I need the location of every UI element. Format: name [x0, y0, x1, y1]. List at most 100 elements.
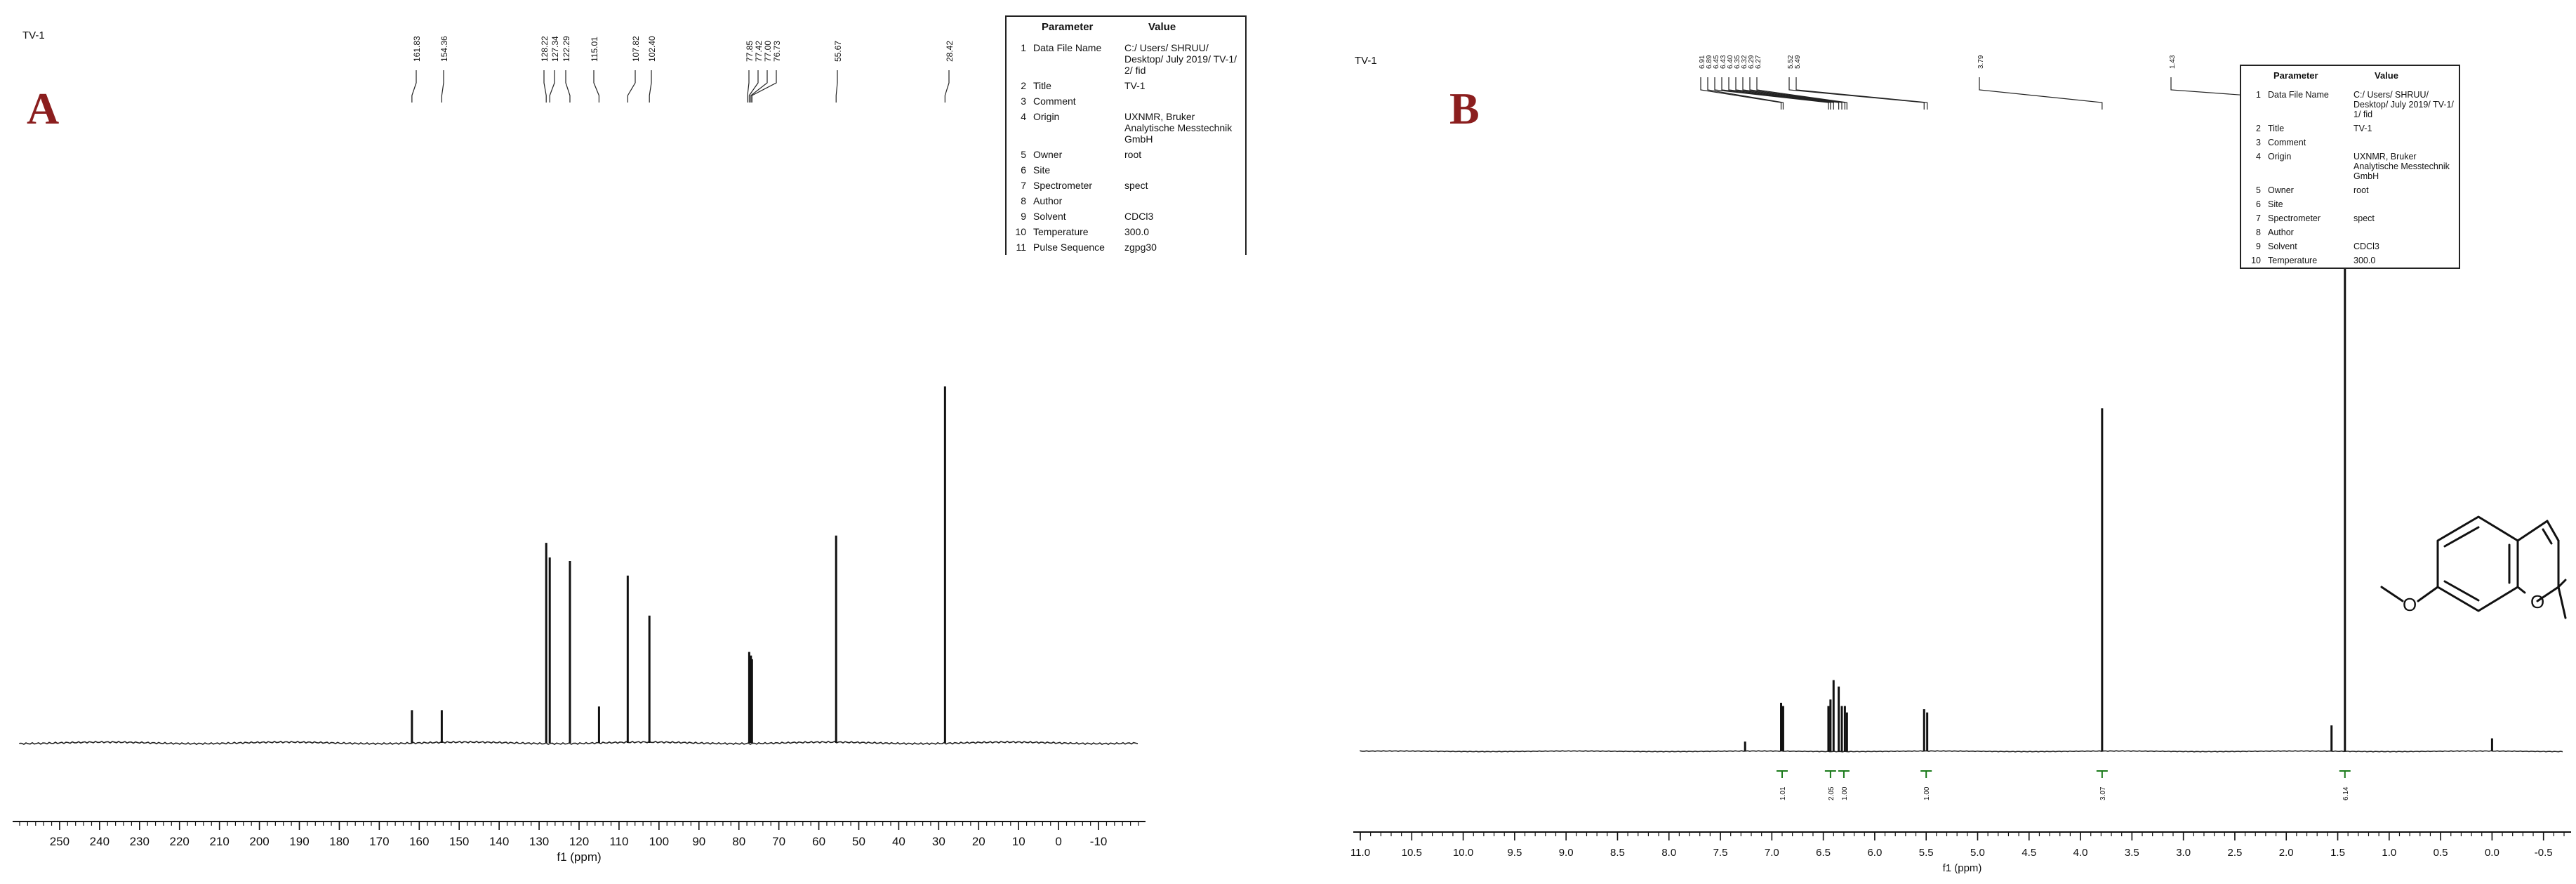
param-value: root [2353, 185, 2369, 195]
peak-label-leader [1788, 77, 1925, 110]
x-axis-tick-label: 3.0 [2176, 847, 2191, 859]
integral-value-label: 6.14 [2342, 786, 2350, 800]
spectrum-baseline [1360, 750, 2563, 753]
value-header: Value [2375, 70, 2398, 81]
peak-label-leader [747, 70, 750, 103]
param-value [2349, 136, 2459, 150]
x-axis-tick-label: 0.0 [2485, 847, 2499, 859]
peak-shift-label: 154.36 [439, 36, 449, 62]
param-number: 7 [1021, 180, 1026, 191]
param-name: Solvent [1033, 211, 1066, 222]
peak-shift-label: 6.43 [1720, 55, 1727, 69]
param-row: 6 Site [1007, 162, 1245, 178]
alkene-double-bond [2542, 528, 2553, 545]
pyran-bond [2536, 586, 2560, 602]
x-axis-tick-label: 0 [1055, 835, 1061, 848]
peak-shift-label: 107.82 [631, 36, 641, 62]
integral-value-label: 2.05 [1828, 786, 1835, 800]
peak-shift-label: 55.67 [833, 41, 843, 62]
param-row: 6 Site [2241, 197, 2459, 211]
value-header: Value [1148, 21, 1176, 33]
param-number: 9 [2256, 242, 2261, 251]
peak-label-leader [1700, 77, 1782, 110]
molecule-structure-drawing: O O [2380, 515, 2567, 619]
param-row: 7 Spectrometer spect [1007, 178, 1245, 193]
pyran-bond [2516, 586, 2526, 594]
panel-a-c13-spectrum: 250 240 230 220 210 200 190 180 170 160 150 140 130 1… [13, 15, 1247, 864]
param-header: Parameter [1042, 21, 1094, 33]
x-axis-tick-label: 30 [932, 835, 945, 848]
x-axis-tick-label: 7.0 [1765, 847, 1779, 859]
sample-label: TV-1 [22, 29, 45, 41]
param-name: Temperature [2268, 256, 2318, 265]
methyl-bond [2557, 586, 2567, 619]
param-value: C:/ Users/ SHRUU/ Desktop/ July 2019/ TV… [1124, 42, 1237, 76]
param-number: 3 [2256, 138, 2261, 147]
x-axis-tick-label: 210 [209, 835, 229, 848]
x-axis-tick-label: 11.0 [1350, 847, 1370, 859]
x-axis-tick-label: -0.5 [2535, 847, 2553, 859]
peak-label-leader [944, 70, 950, 103]
peak-shift-label: 77.85 [745, 41, 755, 62]
x-axis-tick-label: 60 [812, 835, 825, 848]
x-axis-tick-label: 160 [409, 835, 429, 848]
param-row: 2 Title TV-1 [2241, 121, 2459, 136]
param-number: 5 [1021, 149, 1026, 160]
x-axis-tick-label: 6.5 [1816, 847, 1831, 859]
peak-label-leader [441, 70, 444, 103]
x-axis-tick-label: 6.0 [1867, 847, 1882, 859]
param-number: 3 [1021, 95, 1026, 107]
peak-label-leader [750, 70, 768, 103]
peak-label-leader [627, 70, 636, 103]
peak-label-leader [1714, 77, 1829, 110]
param-value: C:/ Users/ SHRUU/ Desktop/ July 2019/ TV… [2353, 90, 2454, 119]
peak-shift-label: 6.29 [1748, 55, 1755, 69]
param-value: CDCl3 [1124, 211, 1154, 222]
x-axis-tick-label: 1.0 [2382, 847, 2396, 859]
aromatic-double-bond [2443, 580, 2480, 602]
param-name: Owner [1033, 149, 1063, 160]
x-axis-tick-label: 180 [329, 835, 349, 848]
ring-oxygen-atom: O [2530, 591, 2544, 612]
param-row: 10 Temperature 300.0 [2241, 253, 2459, 268]
param-value: CDCl3 [2353, 242, 2379, 251]
param-row: 5 Owner root [2241, 183, 2459, 197]
peak-label-leader [549, 70, 555, 103]
param-value [1120, 193, 1245, 209]
x-axis-tick-label: 40 [892, 835, 905, 848]
param-value: 300.0 [2353, 256, 2376, 265]
param-name: Pulse Sequence [1033, 242, 1105, 253]
x-axis-tick-label: 9.5 [1507, 847, 1522, 859]
x-axis-tick-label: 100 [649, 835, 669, 848]
peak-label-leader [565, 70, 571, 103]
peak-shift-label: 28.42 [945, 41, 955, 62]
param-row: 9 Solvent CDCl3 [2241, 239, 2459, 253]
param-value: zgpg30 [1124, 242, 1157, 253]
param-number: 1 [1021, 42, 1026, 53]
x-axis-tick-label: 230 [130, 835, 150, 848]
x-axis-tick-label: 7.5 [1713, 847, 1728, 859]
param-row: 9 Solvent CDCl3 [1007, 209, 1245, 224]
param-number: 4 [1021, 111, 1026, 122]
x-axis-tick-label: 20 [972, 835, 985, 848]
peak-shift-label: 6.27 [1755, 55, 1762, 69]
param-number: 9 [1021, 211, 1026, 222]
panel-letter: B [1449, 84, 1480, 133]
integral-value-label: 1.01 [1779, 786, 1787, 800]
param-row: 3 Comment [1007, 93, 1245, 109]
param-row: 1 Data File Name C:/ Users/ SHRUU/ Desktop… [1007, 40, 1245, 78]
spectrum-baseline [19, 740, 1138, 746]
integral-value-label: 3.07 [2099, 786, 2107, 800]
peak-shift-label: 76.73 [772, 41, 782, 62]
peak-shift-label: 5.52 [1787, 55, 1795, 69]
param-name: Site [2268, 199, 2283, 209]
param-row: 11 Pulse Sequence zgpg30 [1007, 239, 1245, 255]
param-value: spect [2353, 213, 2375, 223]
peak-shift-label: 77.00 [763, 41, 773, 62]
peak-label-leader [1707, 77, 1784, 110]
peak-shift-label: 6.40 [1727, 55, 1734, 69]
sample-label: TV-1 [1355, 55, 1377, 67]
param-row: 4 Origin UXNMR, Bruker Analytische Messtec… [1007, 109, 1245, 147]
x-axis-tick-label: 140 [489, 835, 509, 848]
param-value: 300.0 [1124, 226, 1150, 237]
